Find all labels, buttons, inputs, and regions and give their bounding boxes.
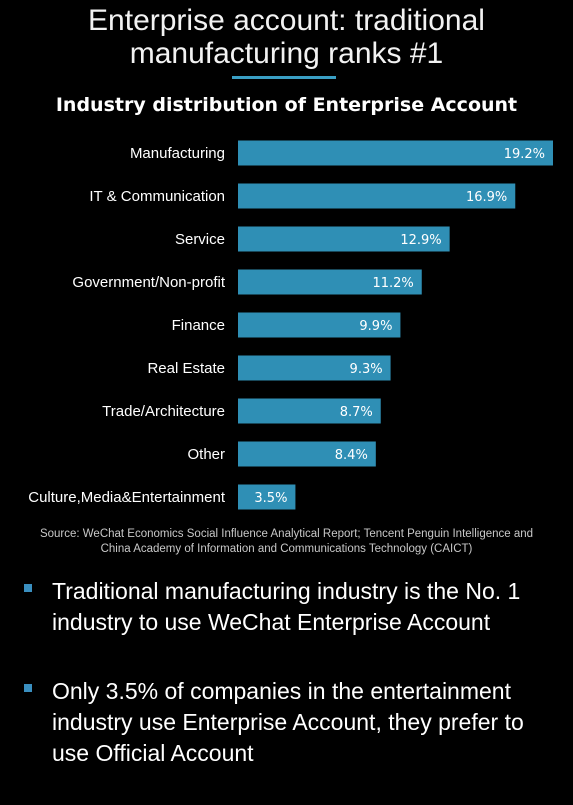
bar-chart: Manufacturing 19.2% IT & Communication 16.9… xyxy=(28,140,553,510)
bullet-line: use Official Account xyxy=(52,740,254,766)
square-bullet-icon xyxy=(24,584,32,592)
category-label: Other xyxy=(187,446,225,463)
bullet-text: Traditional manufacturing industry is th… xyxy=(52,576,562,638)
category-label: Manufacturing xyxy=(130,145,225,162)
data-label: 11.2% xyxy=(372,276,413,291)
source-line-2: China Academy of Information and Communi… xyxy=(100,543,473,555)
bar xyxy=(238,398,381,424)
square-bullet-icon xyxy=(24,684,32,692)
data-label: 8.4% xyxy=(335,448,368,463)
page-title-line-2: manufacturing ranks #1 xyxy=(129,37,444,70)
source-line-1: Source: WeChat Economics Social Influenc… xyxy=(39,528,534,540)
data-label: 19.2% xyxy=(504,147,545,162)
category-label: Culture,Media&Entertainment xyxy=(28,489,226,506)
bar xyxy=(238,355,391,381)
bar xyxy=(238,226,450,252)
data-label: 12.9% xyxy=(400,233,441,248)
category-label: Real Estate xyxy=(147,360,225,377)
data-label: 8.7% xyxy=(340,405,373,420)
category-label: Trade/Architecture xyxy=(102,403,225,420)
bullet-line: Only 3.5% of companies in the entertainm… xyxy=(52,678,511,704)
chart-title: Industry distribution of Enterprise Acco… xyxy=(55,94,518,116)
category-label: IT & Communication xyxy=(89,188,225,205)
source-note: Source: WeChat Economics Social Influenc… xyxy=(0,527,573,557)
bar xyxy=(238,484,296,510)
bar xyxy=(238,140,553,166)
title-underline xyxy=(232,76,336,79)
bar xyxy=(238,269,422,295)
bullet-line: industry to use WeChat Enterprise Accoun… xyxy=(52,609,491,635)
page-title-line-1: Enterprise account: traditional xyxy=(88,4,485,37)
category-label: Finance xyxy=(172,317,225,334)
bar xyxy=(238,312,401,338)
bullet-line: Traditional manufacturing industry is th… xyxy=(52,578,521,604)
bar xyxy=(238,183,516,209)
data-label: 9.3% xyxy=(350,362,383,377)
category-label: Government/Non-profit xyxy=(72,274,225,291)
data-label: 9.9% xyxy=(359,319,392,334)
category-label: Service xyxy=(175,231,225,248)
bullet-line: industry use Enterprise Account, they pr… xyxy=(52,709,524,735)
bar xyxy=(238,441,376,467)
data-label: 16.9% xyxy=(466,190,507,205)
page-title: Enterprise account: traditional manufact… xyxy=(0,4,573,70)
bullet-text: Only 3.5% of companies in the entertainm… xyxy=(52,676,562,769)
data-label: 3.5% xyxy=(254,491,287,506)
